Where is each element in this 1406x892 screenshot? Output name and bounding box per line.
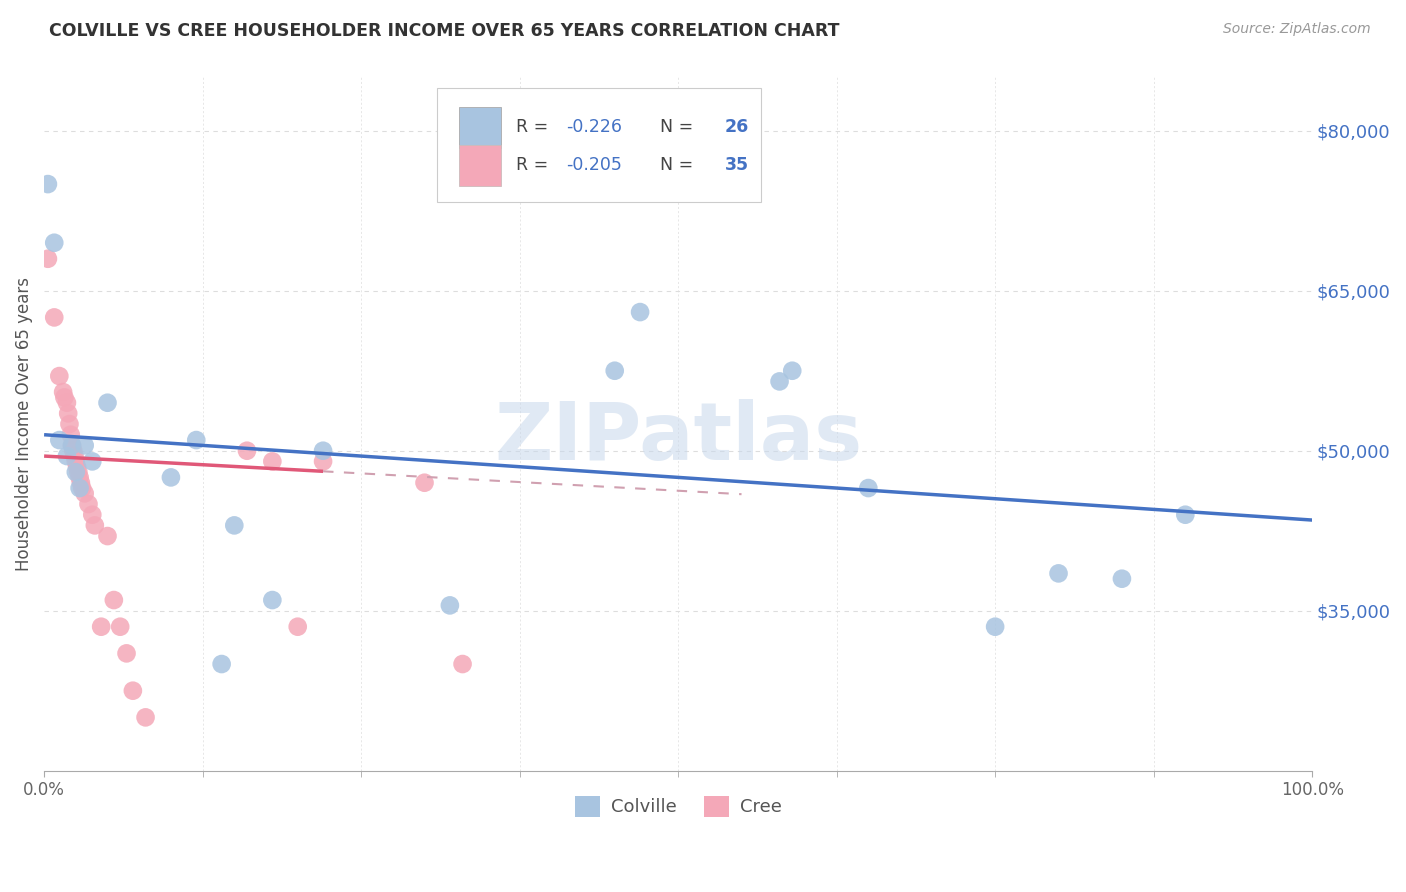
Point [858,481,880,495]
Point [73,438,96,452]
Point [48,369,70,384]
Point [77,497,100,511]
Point [65,465,87,479]
Legend: Colville, Cree: Colville, Cree [568,789,789,824]
Point [58,406,80,420]
Point [83,518,105,533]
Point [224,518,246,533]
Point [62,443,84,458]
Point [63,449,86,463]
Point [53,391,76,405]
Point [56,395,79,409]
Point [37,252,59,266]
Point [58,417,80,431]
Point [60,438,83,452]
Point [135,710,157,724]
Point [211,657,233,671]
Point [984,620,1007,634]
Point [262,454,284,468]
Point [1047,566,1070,581]
Point [90,620,112,634]
Text: R =: R = [516,119,554,136]
Text: 26: 26 [725,119,749,136]
Point [60,438,83,452]
Point [451,657,474,671]
Point [52,385,75,400]
Text: -0.205: -0.205 [567,156,623,175]
Point [56,449,79,463]
Point [312,454,335,468]
Point [66,459,89,474]
Point [1111,572,1133,586]
Point [1174,508,1197,522]
FancyBboxPatch shape [437,87,761,202]
Point [70,475,93,490]
Point [160,470,183,484]
Point [82,508,104,522]
Point [103,593,125,607]
Text: N =: N = [650,119,699,136]
Text: -0.226: -0.226 [567,119,623,136]
Point [67,465,90,479]
Point [44,310,66,325]
Point [48,433,70,447]
Point [37,177,59,191]
Point [628,305,651,319]
Point [69,470,91,484]
Point [108,620,131,634]
Point [186,433,208,447]
Point [312,443,335,458]
Text: Source: ZipAtlas.com: Source: ZipAtlas.com [1223,22,1371,37]
Point [439,599,461,613]
Point [59,427,82,442]
Text: R =: R = [516,156,554,175]
Point [69,481,91,495]
Point [287,620,309,634]
Point [768,375,790,389]
Text: N =: N = [650,156,699,175]
Point [115,646,138,660]
Point [44,235,66,250]
FancyBboxPatch shape [458,106,501,148]
Point [780,364,803,378]
Y-axis label: Householder Income Over 65 years: Householder Income Over 65 years [15,277,32,571]
Point [73,486,96,500]
Point [262,593,284,607]
Text: ZIPatlas: ZIPatlas [494,399,862,477]
Text: COLVILLE VS CREE HOUSEHOLDER INCOME OVER 65 YEARS CORRELATION CHART: COLVILLE VS CREE HOUSEHOLDER INCOME OVER… [49,22,839,40]
Point [122,683,145,698]
Text: 35: 35 [725,156,749,175]
Point [70,481,93,495]
Point [413,475,436,490]
Point [603,364,626,378]
Point [96,395,118,409]
Point [96,529,118,543]
FancyBboxPatch shape [458,145,501,186]
Point [65,454,87,468]
Point [236,443,259,458]
Point [82,454,104,468]
